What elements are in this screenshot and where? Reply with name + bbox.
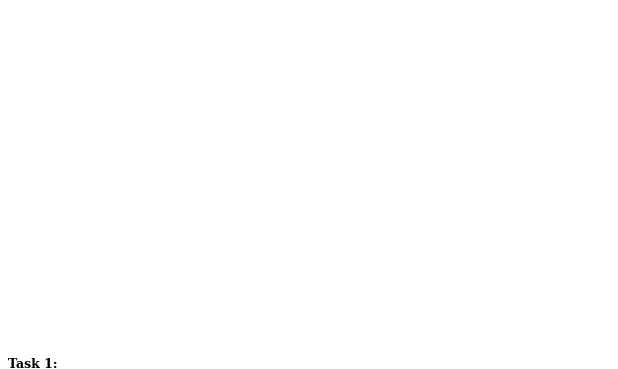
Text: Task 1:: Task 1:: [8, 358, 57, 369]
